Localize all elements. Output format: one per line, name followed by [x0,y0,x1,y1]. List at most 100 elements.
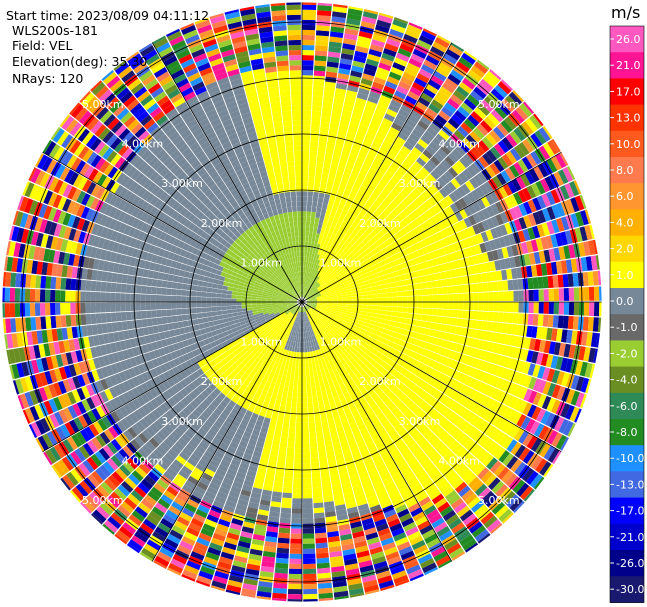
radar-gate [310,257,314,264]
radar-gate [559,185,570,200]
radar-gate [485,229,494,241]
radar-gate [416,39,432,50]
radar-gate [517,360,526,373]
radar-gate [316,552,329,559]
radar-gate [404,452,415,463]
radar-gate [454,462,466,474]
radar-gate [512,411,523,425]
radar-gate [543,289,549,301]
radar-gate [362,298,368,302]
radar-gate [401,517,415,528]
radar-gate [373,420,382,429]
radar-gate [462,194,472,206]
radar-gate [383,356,391,364]
radar-gate [318,218,324,225]
radar-gate [513,500,525,513]
radar-gate [331,16,346,24]
radar-gate [290,528,302,534]
radar-gate [452,260,460,269]
radar-gate [334,175,342,182]
radar-gate [420,134,432,145]
radar-gate [506,346,514,358]
radar-gate [403,185,413,195]
radar-gate [309,226,314,233]
radar-gate [501,247,509,259]
radar-gate [281,502,292,509]
radar-gate [574,408,582,423]
radar-gate [480,511,495,525]
radar-gate [514,385,524,398]
radar-gate [504,257,511,269]
radar-gate [441,419,451,430]
radar-gate [303,563,316,570]
radar-gate [356,326,362,332]
radar-gate [321,330,326,336]
radar-gate [511,178,522,192]
radar-gate [537,276,544,289]
radar-gate [313,281,318,287]
radar-gate [357,173,366,181]
radar-gate [337,355,344,362]
radar-gate [316,297,322,300]
radar-gate [389,162,400,172]
radar-gate [518,217,527,230]
radar-gate [313,80,325,87]
radar-gate [437,372,446,383]
radar-gate [376,67,390,76]
radar-gate [384,263,392,270]
radar-gate [367,53,381,63]
radar-gate [333,149,342,156]
radar-gate [342,146,352,154]
radar-gate [437,444,449,455]
radar-gate [310,216,316,223]
radar-gate [555,434,567,450]
radar-gate [362,403,371,411]
radar-gate [570,258,578,273]
radar-gate [312,287,317,292]
radar-gate [513,428,525,442]
radar-gate [446,367,454,377]
radar-gate [391,472,403,482]
radar-gate [321,389,327,396]
radar-gate [503,291,509,302]
radar-gate [302,367,306,373]
radar-gate [329,314,335,318]
radar-gate [415,450,426,461]
radar-gate [449,203,459,214]
radar-gate [309,267,313,274]
radar-gate [302,125,311,131]
radar-gate [483,515,498,529]
radar-gate [360,399,368,407]
radar-gate [443,408,453,419]
radar-gate [497,312,504,323]
radar-gate [332,264,338,270]
radar-gate [358,248,365,255]
radar-gate [336,295,343,299]
radar-gate [384,113,396,122]
radar-gate [443,348,451,358]
radar-gate [473,86,487,99]
radar-gate [327,303,333,306]
radar-gate [368,215,376,224]
radar-gate [329,168,337,176]
radar-gate [463,217,473,228]
radar-gate [369,265,376,271]
radar-gate [398,328,405,335]
radar-gate [365,188,373,197]
radar-gate [478,156,489,168]
radar-gate [361,325,368,331]
radar-gate [408,373,417,382]
radar-gate [476,273,483,283]
radar-gate [440,144,452,156]
radar-gate [379,122,391,131]
radar-gate [452,189,463,200]
radar-gate [546,397,557,412]
radar-gate [344,316,350,320]
radar-gate [307,241,312,248]
radar-gate [291,508,302,514]
radar-gate [325,292,332,296]
radar-gate [315,248,319,254]
radar-gate [455,145,467,157]
radar-gate [445,226,454,236]
radar-gate [337,281,344,286]
